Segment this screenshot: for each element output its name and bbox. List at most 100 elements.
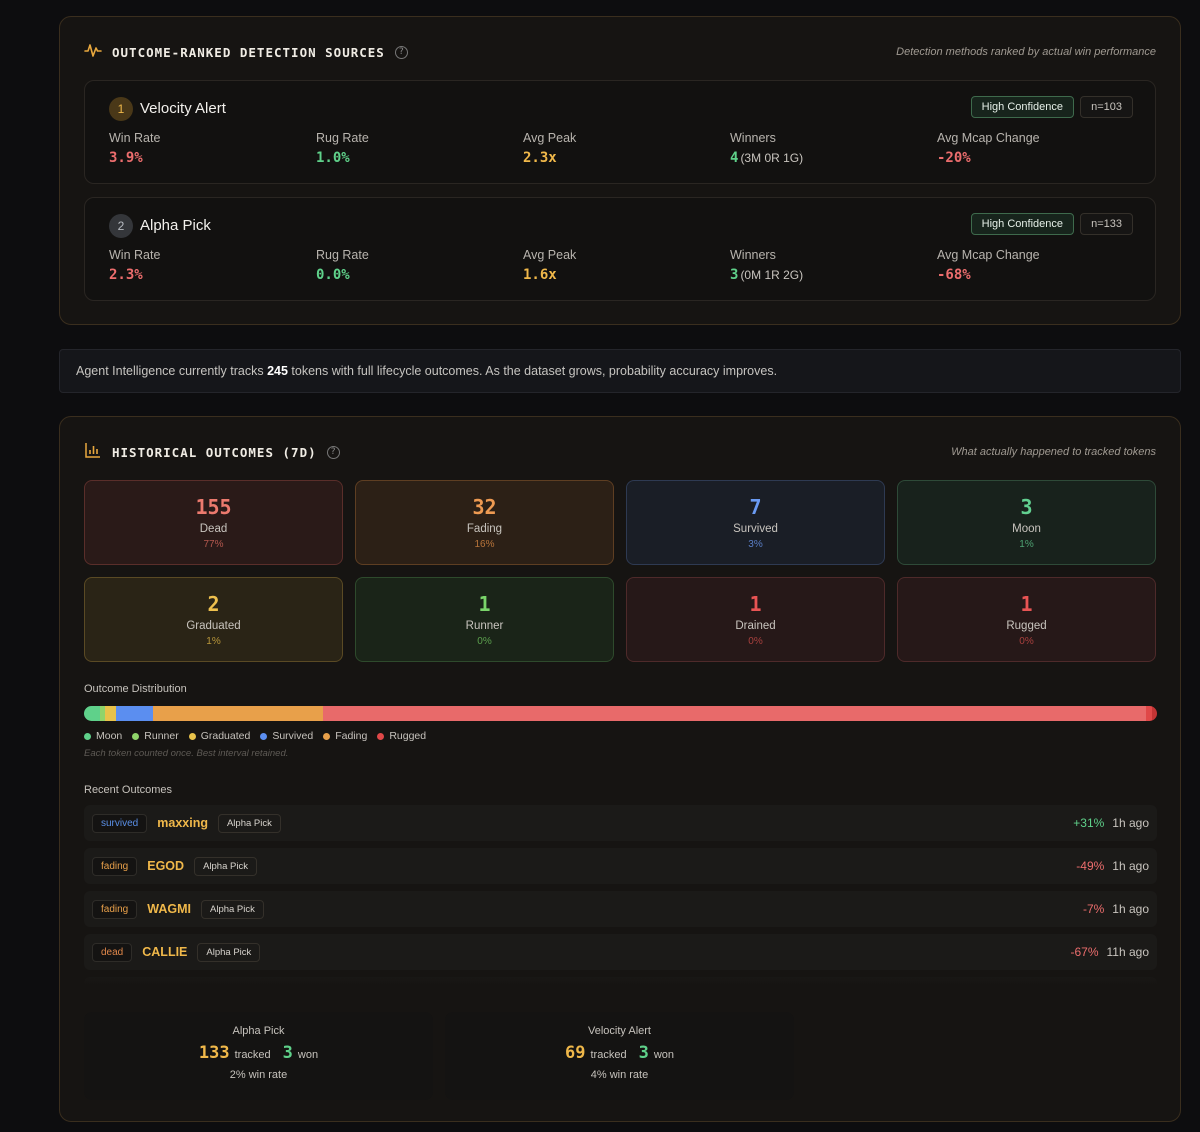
source-stat-alpha-pick: Alpha Pick 133 tracked 3 won 2% win rate <box>84 1012 433 1100</box>
detection-sources-panel: OUTCOME-RANKED DETECTION SOURCES ? Detec… <box>59 16 1181 325</box>
outcome-tile-rugged[interactable]: 1 Rugged 0% <box>897 577 1156 662</box>
status-badge: fading <box>92 856 138 876</box>
tile-count: 32 <box>472 495 497 519</box>
source-card-alpha-pick[interactable]: 2 Alpha Pick High Confidence n=133 Win R… <box>84 197 1156 301</box>
distribution-segment-drained <box>1146 706 1152 721</box>
status-badge: fading <box>92 899 138 919</box>
sample-count-badge: n=133 <box>1080 213 1133 235</box>
tile-label: Runner <box>465 620 504 632</box>
tile-percent: 0% <box>477 636 492 647</box>
avg-mcap-metric: Avg Mcap Change -68% <box>937 248 1040 283</box>
confidence-badge: High Confidence <box>970 213 1074 235</box>
metric-label: Winners <box>730 248 776 262</box>
metric-label: Rug Rate <box>316 131 369 145</box>
legend-dot-icon <box>132 732 140 740</box>
outcome-tile-drained[interactable]: 1 Drained 0% <box>626 577 885 662</box>
list-item[interactable]: survived maxxing Alpha Pick +31% 1h ago <box>84 805 1157 841</box>
panel-subtitle: What actually happened to tracked tokens <box>951 446 1156 458</box>
legend-label: Rugged <box>389 730 427 742</box>
list-item[interactable]: fading EGOD Alpha Pick -49% 1h ago <box>84 848 1157 884</box>
tile-count: 155 <box>195 495 232 519</box>
recent-outcomes-list[interactable]: survived maxxing Alpha Pick +31% 1h ago fadin… <box>84 805 1157 992</box>
legend-label: Moon <box>96 730 123 742</box>
legend-label: Runner <box>144 730 179 742</box>
pulse-icon <box>84 41 102 64</box>
tracked-count: 133 <box>198 1043 230 1063</box>
list-item[interactable]: fading WAGMI Alpha Pick -7% 1h ago <box>84 891 1157 927</box>
legend-label: Fading <box>335 730 368 742</box>
tile-percent: 3% <box>748 539 763 550</box>
won-count: 3 <box>638 1043 649 1063</box>
metric-label: Win Rate <box>109 248 161 262</box>
rug-rate-metric: Rug Rate 1.0% <box>316 131 369 166</box>
avg-mcap-metric: Avg Mcap Change -20% <box>937 131 1040 166</box>
outcome-tile-graduated[interactable]: 2 Graduated 1% <box>84 577 343 662</box>
distribution-label: Outcome Distribution <box>84 683 187 695</box>
winners-breakdown: (3M 0R 1G) <box>740 151 804 165</box>
tracked-label: tracked <box>590 1049 627 1061</box>
help-icon[interactable]: ? <box>326 445 340 459</box>
tracked-label: tracked <box>234 1049 271 1061</box>
outcome-distribution-bar <box>84 706 1157 721</box>
legend-item-graduated: Graduated <box>188 730 251 742</box>
help-icon[interactable]: ? <box>394 45 408 59</box>
panel-subtitle: Detection methods ranked by actual win p… <box>896 46 1156 58</box>
metric-value: -20% <box>937 150 971 166</box>
distribution-segment-moon <box>84 706 100 721</box>
win-rate-metric: Win Rate 3.9% <box>109 131 160 166</box>
legend-label: Survived <box>272 730 314 742</box>
info-prefix: Agent Intelligence currently tracks <box>76 364 264 378</box>
panel-title: OUTCOME-RANKED DETECTION SOURCES <box>112 44 385 60</box>
token-name[interactable]: WAGMI <box>147 902 191 916</box>
token-name[interactable]: CALLIE <box>142 945 188 959</box>
list-item[interactable]: dead CALLIE Alpha Pick -67% 11h ago <box>84 934 1157 970</box>
token-name[interactable]: EGOD <box>147 859 185 873</box>
source-badge: Alpha Pick <box>201 899 264 919</box>
tile-label: Fading <box>466 523 503 535</box>
outcome-tile-runner[interactable]: 1 Runner 0% <box>355 577 614 662</box>
status-badge: survived <box>92 813 148 833</box>
info-suffix: tokens with full lifecycle outcomes. As … <box>291 364 778 378</box>
metric-label: Avg Peak <box>523 248 577 262</box>
metric-label: Win Rate <box>109 131 161 145</box>
tracked-token-count: 245 <box>267 364 288 378</box>
change-percent: -67% <box>1070 945 1099 959</box>
won-label: won <box>653 1049 674 1061</box>
metric-label: Rug Rate <box>316 248 369 262</box>
distribution-segment-survived <box>115 706 153 721</box>
source-badge: Alpha Pick <box>194 856 257 876</box>
source-badge: Alpha Pick <box>217 813 281 833</box>
tile-percent: 1% <box>206 636 221 647</box>
winners-count: 4 <box>730 150 739 166</box>
distribution-segment-rugged <box>1151 706 1157 721</box>
avg-peak-metric: Avg Peak 2.3x <box>523 131 576 166</box>
tile-percent: 0% <box>1019 636 1034 647</box>
tile-percent: 77% <box>203 539 224 550</box>
legend-dot-icon <box>84 732 91 740</box>
metric-label: Avg Mcap Change <box>937 131 1040 145</box>
metric-value: 1.6x <box>523 267 557 283</box>
metric-value: 0.0% <box>316 267 350 283</box>
source-stat-velocity-alert: Velocity Alert 69 tracked 3 won 4% win r… <box>445 1012 794 1100</box>
source-badge: Alpha Pick <box>197 942 261 962</box>
outcome-tile-survived[interactable]: 7 Survived 3% <box>626 480 885 565</box>
tile-count: 1 <box>478 592 491 616</box>
token-name[interactable]: maxxing <box>157 816 208 830</box>
distribution-segment-dead <box>322 706 1147 721</box>
time-ago: 11h ago <box>1106 945 1150 959</box>
won-count: 3 <box>282 1043 293 1063</box>
outcome-tile-fading[interactable]: 32 Fading 16% <box>355 480 614 565</box>
metric-label: Avg Mcap Change <box>937 248 1040 262</box>
tile-count: 3 <box>1020 495 1033 519</box>
tile-count: 1 <box>749 592 762 616</box>
source-name: Alpha Pick <box>140 217 211 234</box>
outcome-tile-moon[interactable]: 3 Moon 1% <box>897 480 1156 565</box>
tile-count: 1 <box>1020 592 1033 616</box>
legend-dot-icon <box>260 732 268 740</box>
legend-label: Graduated <box>200 730 251 742</box>
source-card-velocity-alert[interactable]: 1 Velocity Alert High Confidence n=103 W… <box>84 80 1156 184</box>
outcome-tile-dead[interactable]: 155 Dead 77% <box>84 480 343 565</box>
tile-label: Moon <box>1012 523 1041 535</box>
scroll-fade-overlay <box>84 970 1157 992</box>
stat-source-name: Alpha Pick <box>232 1025 285 1037</box>
